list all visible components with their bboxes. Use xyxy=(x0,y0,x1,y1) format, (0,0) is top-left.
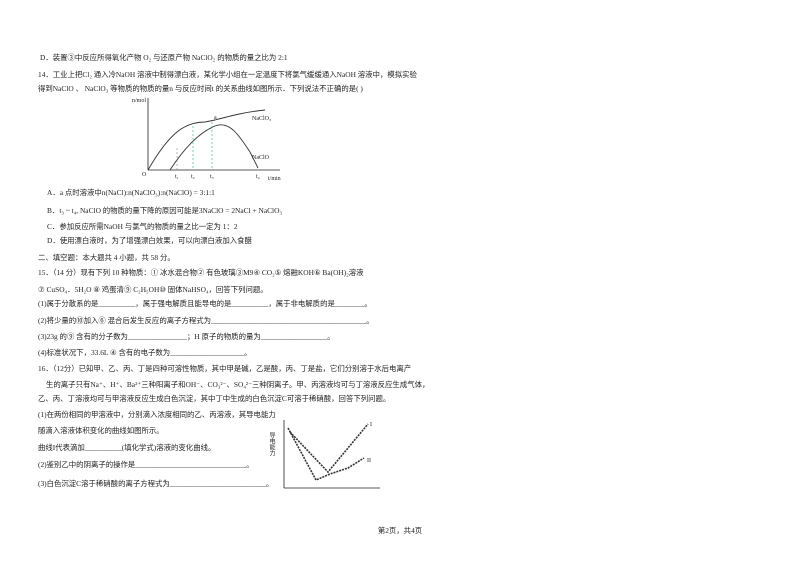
text-line: 随滴入溶液体积变化的曲线如图所示。 xyxy=(38,426,164,435)
tick-label: t₂ xyxy=(191,174,195,180)
figure-1: n/mol t/min O a NaClO₃ NaClO t₁ t₂ t₃ t₄ xyxy=(132,98,281,182)
text-line: D．使用漂白液时，为了增强漂白效果，可以向漂白液加入食醋 xyxy=(47,236,252,245)
curve-label: II xyxy=(367,458,371,464)
figure-2: 导电能力 I II xyxy=(268,420,380,489)
origin: O xyxy=(142,172,147,178)
tick-label: t₁ xyxy=(175,174,179,180)
text-line: 15．（14 分）现有下列 10 种物质：① 冰水混合物② 有色玻璃③M9④ C… xyxy=(38,268,364,277)
text-line: 乙、丙、丁溶液均可与甲溶液反应生成白色沉淀，其中丁中生成的白色沉淀C可溶于稀硝酸… xyxy=(38,394,391,403)
text-line: C．参加反应所需NaOH 与氯气的物质的量之比一定为 1：2 xyxy=(47,222,238,231)
text-line: ⑦ CuSO₄．5H₂O ⑧ 鸡蛋清⑨ C₂H₅OH⑩ 固体NaHSO₄，回答下… xyxy=(38,285,268,294)
text-line: 得到NaClO 、 NaClO₃ 等物质的物质的量n 与反应时间t 的关系曲线如… xyxy=(38,84,363,93)
y-axis-label: n/mol xyxy=(132,98,146,104)
text-line: (1)在两份相同的甲溶液中，分别滴入浓度相同的乙、丙溶液，其导电能力 xyxy=(38,410,276,419)
x-axis-label: t/min xyxy=(268,176,281,182)
text-line: 二、填空题：本大题共 4 小题，共 58 分。 xyxy=(38,253,175,262)
curve-label: I xyxy=(370,422,372,428)
text-line: 生的离子只有Na⁺、H⁺、Ba²⁺三种阳离子和OH⁻、CO₃²⁻、SO₄²⁻三种… xyxy=(46,380,430,389)
text-line: 14．工业上把Cl₂ 通入冷NaOH 溶液中制得漂白液，某化学小组在一定温度下将… xyxy=(38,70,417,79)
text-line: (1)属于分散系的是__________，属于强电解质且能导电的是_______… xyxy=(38,299,372,308)
text-line: (2)将少量的⑩加入⑥ 混合后发生反应的离子方程式为______________… xyxy=(38,316,374,325)
tick-label: t₃ xyxy=(210,174,214,180)
footer: 第2页，共4页 xyxy=(377,526,423,535)
curve-label: NaClO₃ xyxy=(252,116,271,122)
text-line: (3)23g 的⑨ 含有的分子数为________________；H 原子的物… xyxy=(38,332,335,341)
text-line: B．t₃ ~ t₄, NaClO 的物质的量下降的原因可能是3NaClO = 2… xyxy=(47,206,283,215)
text-line: (2)鉴别乙中的阴离子的操作是_________________________… xyxy=(38,460,254,469)
text-line: (4)标准状况下，33.6L ④ 含有的电子数为________________… xyxy=(38,348,252,357)
text-line: (3)白色沉淀C溶于稀硝酸的离子方程式为____________________… xyxy=(38,479,274,488)
text-line: D．装置③中反应所得氧化产物 O₂ 与还原产物 NaClO₂ 的物质的量之比为 … xyxy=(40,53,288,62)
text-line: 16．（12分）已知甲、乙、丙、丁是四种可溶性物质，其中甲是碱，乙是酸，丙、丁是… xyxy=(38,364,412,373)
y-axis-label: 导电能力 xyxy=(268,432,275,457)
text-line: 曲线I代表滴加__________(填化学式)溶液的变化曲线。 xyxy=(38,443,216,452)
tick-label: t₄ xyxy=(256,174,260,180)
curve-label: NaClO xyxy=(252,155,270,161)
text-line: A．a 点时溶液中n(NaCl):n(NaClO₃):n(NaClO) = 3:… xyxy=(47,188,215,197)
point-label: a xyxy=(214,115,217,121)
